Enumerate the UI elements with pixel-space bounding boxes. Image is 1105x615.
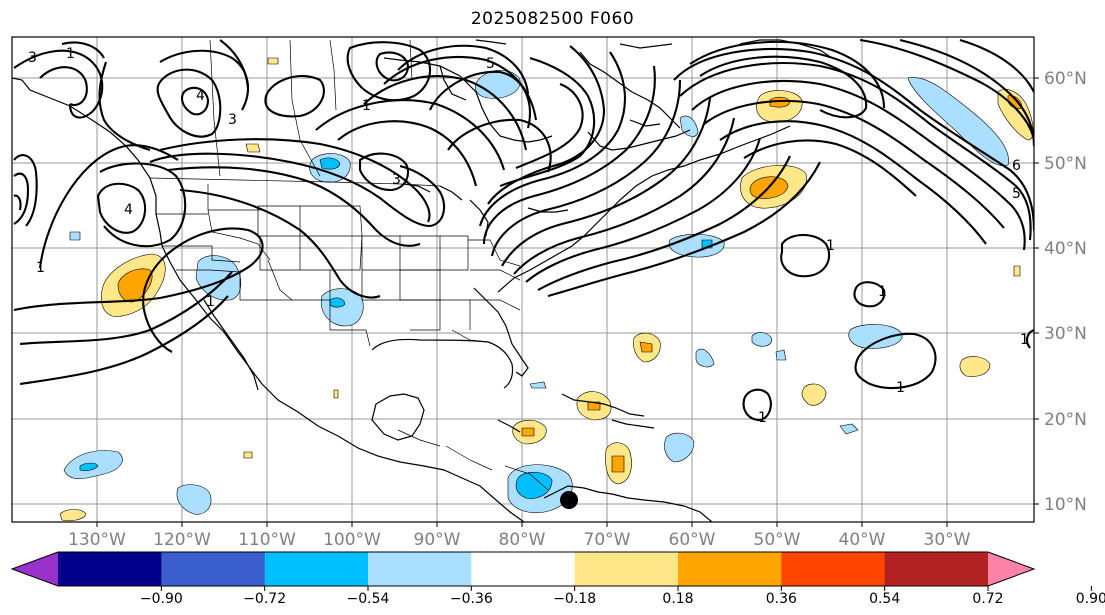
colorbar-tick-label: −0.54	[347, 591, 390, 607]
contour-label: 4	[124, 202, 133, 218]
contour-label-group: 3 1 5 4 4 3 1 3 1 1 1 1 1 1 1 6 5	[28, 46, 1029, 426]
contour-label: 1	[66, 46, 75, 62]
contour-label: 1	[36, 260, 45, 276]
lat-label: 20°N	[1044, 410, 1087, 430]
contour-label: 1	[896, 380, 905, 396]
colorbar-segment	[574, 552, 679, 586]
lon-label: 120°W	[153, 530, 211, 550]
contour-label: 6	[1012, 158, 1021, 174]
map-area: 3 1 5 4 4 3 1 3 1 1 1 1 1 1 1 6 5	[12, 37, 1034, 522]
lon-label: 100°W	[323, 530, 381, 550]
colorbar-tick-label: 0.90	[1076, 591, 1105, 607]
colorbar-tick-label: −0.90	[140, 591, 183, 607]
lon-label: 50°W	[754, 530, 801, 550]
colorbar-segment	[781, 552, 886, 586]
lat-label: 60°N	[1044, 69, 1087, 89]
lat-label: 40°N	[1044, 239, 1087, 259]
contour-label: 4	[196, 88, 205, 104]
contour-label: 3	[228, 112, 237, 128]
lat-label: 50°N	[1044, 154, 1087, 174]
contour-label: 1	[758, 410, 767, 426]
contour-label: 1	[362, 98, 371, 114]
map-border	[11, 36, 1035, 523]
colorbar-tick-label: 0.72	[972, 591, 1003, 607]
contour-label: 1	[826, 238, 835, 254]
lon-label: 40°W	[839, 530, 886, 550]
location-marker	[560, 491, 578, 509]
colorbar-segment	[58, 552, 162, 586]
contour-lines	[13, 38, 1034, 422]
lon-label: 130°W	[68, 530, 126, 550]
colorbar-segment	[471, 552, 576, 586]
contour-label: 5	[1012, 186, 1021, 202]
lon-label: 80°W	[499, 530, 546, 550]
lon-label: 30°W	[924, 530, 971, 550]
longitude-labels: 130°W 120°W 110°W 100°W 90°W 80°W 70°W 6…	[68, 530, 971, 550]
colorbar-extend-high	[988, 552, 1034, 586]
lat-label: 30°N	[1044, 324, 1087, 344]
colorbar: −0.90 −0.72 −0.54 −0.36 −0.18 0.18 0.36 0.54 0.7…	[10, 551, 1105, 607]
colorbar-tick-label: −0.36	[450, 591, 493, 607]
contour-label: 1	[878, 284, 887, 300]
latitude-labels: 60°N 50°N 40°N 30°N 20°N 10°N	[1044, 69, 1087, 515]
map-title: 2025082500 F060	[470, 9, 635, 29]
axis-ticks	[96, 77, 1039, 527]
colorbar-tick-label: 0.18	[662, 591, 693, 607]
lon-label: 90°W	[414, 530, 461, 550]
colorbar-segment	[368, 552, 472, 586]
colorbar-segment	[264, 552, 369, 586]
coastlines	[12, 39, 833, 522]
colorbar-segment	[884, 552, 989, 586]
contour-label: 1	[206, 294, 215, 310]
colorbar-tick-label: 0.36	[766, 591, 797, 607]
lon-label: 70°W	[584, 530, 631, 550]
colorbar-extend-low	[12, 552, 58, 586]
colorbar-tick-label: −0.72	[243, 591, 286, 607]
colorbar-tick-label: 0.54	[869, 591, 900, 607]
colorbar-segment	[161, 552, 266, 586]
colorbar-tick-label: −0.18	[553, 591, 596, 607]
contour-label: 3	[392, 172, 401, 188]
colorbar-segment	[678, 552, 782, 586]
contour-label: 3	[28, 50, 37, 66]
lon-label: 110°W	[238, 530, 296, 550]
political-borders	[149, 39, 549, 491]
contour-label: 5	[486, 56, 495, 72]
lat-label: 10°N	[1044, 495, 1087, 515]
colorbar-outline	[10, 551, 1036, 587]
contour-label: 1	[1020, 332, 1029, 348]
lon-label: 60°W	[669, 530, 716, 550]
